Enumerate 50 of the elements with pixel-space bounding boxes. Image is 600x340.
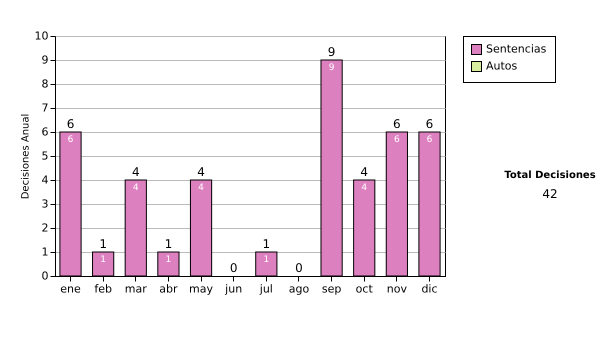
data-label: 4 xyxy=(132,183,139,193)
y-tick-label: 1 xyxy=(42,246,48,258)
x-tick-label: jun xyxy=(224,282,242,296)
total-label: 0 xyxy=(230,261,238,275)
x-tick-label: mar xyxy=(124,282,148,296)
x-tick-label: feb xyxy=(94,282,112,296)
total-label: 6 xyxy=(426,117,434,131)
total-label: 6 xyxy=(66,117,74,131)
total-label: 1 xyxy=(262,237,270,251)
x-tick-label: abr xyxy=(159,282,178,296)
x-tick-label: jul xyxy=(258,282,273,296)
data-label: 6 xyxy=(68,135,74,145)
y-tick-label: 6 xyxy=(42,126,48,138)
total-label: 1 xyxy=(164,237,172,251)
total-label: 0 xyxy=(295,261,303,275)
y-tick-label: 10 xyxy=(34,30,48,42)
x-tick-label: ago xyxy=(288,282,310,296)
text: Total Decisiones xyxy=(503,170,597,181)
x-tick-label: dic xyxy=(421,282,438,296)
data-label: 6 xyxy=(394,135,400,145)
data-label: 4 xyxy=(198,183,204,193)
data-label: 4 xyxy=(361,183,368,193)
y-tick-label: 7 xyxy=(42,102,48,114)
legend-label: Autos xyxy=(486,60,518,72)
y-tick-label: 2 xyxy=(42,222,48,234)
text: 42 xyxy=(541,187,559,201)
total-label: 4 xyxy=(197,165,205,179)
y-tick-label: 3 xyxy=(42,198,48,210)
y-axis-title: Decisiones Anual xyxy=(20,114,32,200)
x-tick-label: oct xyxy=(356,282,374,296)
x-tick-label: nov xyxy=(386,282,408,296)
data-label: 1 xyxy=(166,255,172,265)
data-label: 1 xyxy=(263,255,270,265)
y-tick-label: 4 xyxy=(42,174,48,186)
y-tick-label: 8 xyxy=(42,78,48,90)
x-tick-label: sep xyxy=(322,282,342,296)
x-tick-label: may xyxy=(189,282,214,296)
total-label: 4 xyxy=(132,165,140,179)
data-label: 1 xyxy=(100,255,106,265)
legend-label: Sentencias xyxy=(486,42,547,56)
data-label: 6 xyxy=(426,135,433,145)
total-label: 6 xyxy=(393,117,401,131)
y-tick-label: 5 xyxy=(42,150,48,162)
y-tick-label: 9 xyxy=(42,54,48,66)
total-label: 4 xyxy=(360,165,368,179)
data-label: 9 xyxy=(328,63,335,73)
x-tick-label: ene xyxy=(60,282,81,296)
total-label: 9 xyxy=(328,45,336,59)
y-tick-label: 0 xyxy=(42,270,48,282)
total-label: 1 xyxy=(99,237,107,251)
